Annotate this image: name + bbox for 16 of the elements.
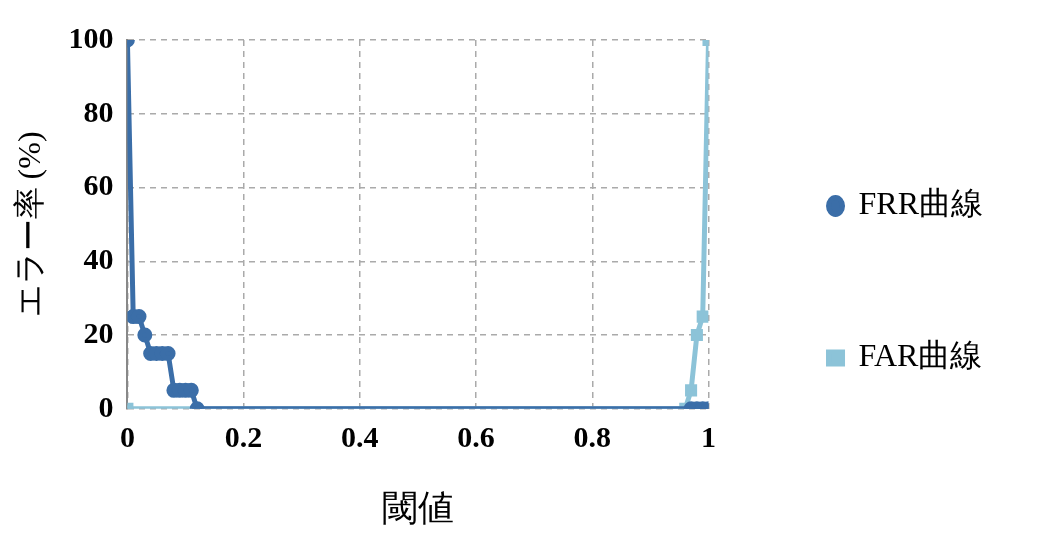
- y-tick-label: 40: [83, 242, 114, 276]
- x-tick-label: 0.4: [341, 419, 379, 453]
- x-tick-label: 0.6: [457, 419, 495, 453]
- x-tick-label: 0: [119, 419, 135, 453]
- y-tick-label: 100: [68, 20, 114, 54]
- x-tick-label: 0.8: [573, 419, 612, 453]
- legend-label: FAR曲線: [858, 337, 983, 374]
- y-tick-label: 0: [98, 389, 114, 423]
- x-tick-label: 0.2: [224, 419, 263, 453]
- y-tick-label: 60: [83, 168, 114, 202]
- y-tick-label: 20: [83, 315, 114, 349]
- y-tick-label: 80: [83, 94, 114, 128]
- x-axis-title: 閾値: [381, 487, 454, 528]
- legend-label: FRR曲線: [858, 185, 983, 222]
- x-tick-label: 1: [701, 419, 717, 453]
- y-axis-title: エラー率 (%): [10, 131, 47, 318]
